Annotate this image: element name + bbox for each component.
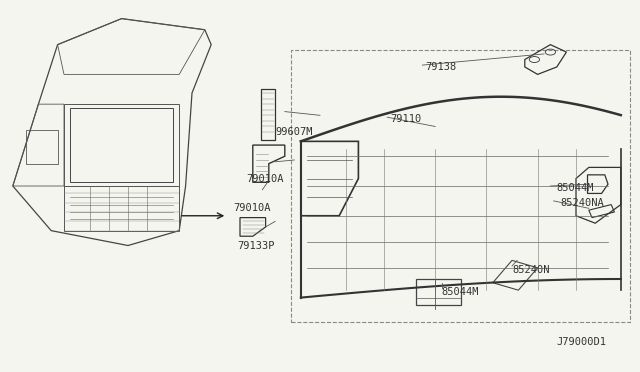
Text: 79138: 79138 bbox=[426, 62, 457, 72]
Text: 85044M: 85044M bbox=[442, 287, 479, 297]
Text: 79110: 79110 bbox=[390, 114, 422, 124]
Text: 85240N: 85240N bbox=[512, 265, 550, 275]
Bar bbox=[291, 50, 630, 322]
Text: 99607M: 99607M bbox=[275, 127, 313, 137]
Text: J79000D1: J79000D1 bbox=[557, 337, 607, 347]
Text: 85044M: 85044M bbox=[557, 183, 595, 193]
Text: 79133P: 79133P bbox=[237, 241, 275, 250]
Text: 79010A: 79010A bbox=[246, 174, 284, 183]
Text: 79010A: 79010A bbox=[234, 203, 271, 213]
Text: 85240NA: 85240NA bbox=[560, 198, 604, 208]
